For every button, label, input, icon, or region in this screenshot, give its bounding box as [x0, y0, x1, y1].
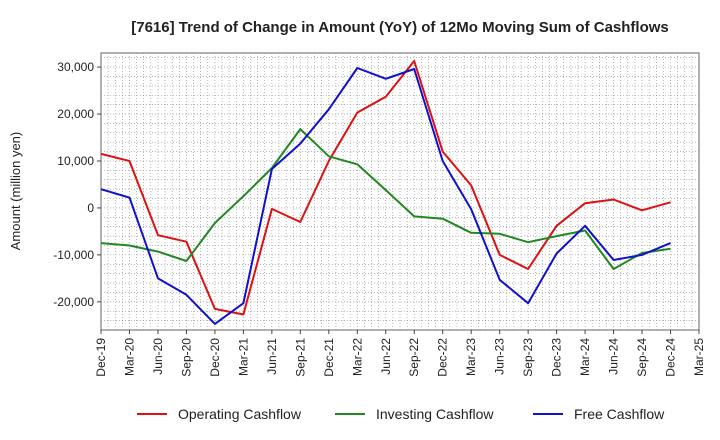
- y-tick-label: 0: [87, 201, 94, 215]
- y-axis: -20,000 -10,000 0 10,000 20,000 30,000: [53, 60, 101, 309]
- x-tick-label: Mar-23: [464, 338, 478, 376]
- y-tick-label: 20,000: [57, 107, 94, 121]
- free-cashflow-line: [100, 67, 671, 325]
- x-axis: Dec-19 Mar-20 Jun-20 Sep-20 Dec-20 Mar-21 Jun-…: [94, 330, 706, 377]
- x-tick-label: Mar-24: [578, 338, 592, 376]
- x-tick-label: Dec-22: [436, 338, 450, 377]
- y-axis-label: Amount (million yen): [8, 132, 23, 251]
- x-tick-label: Mar-22: [350, 338, 364, 376]
- legend-label-operating-cashflow: Operating Cashflow: [178, 406, 302, 422]
- series-lines: [100, 60, 671, 325]
- x-tick-label: Dec-23: [550, 338, 564, 377]
- x-tick-label: Mar-25: [692, 338, 706, 376]
- legend-label-investing-cashflow: Investing Cashflow: [376, 406, 494, 422]
- y-tick-label: 30,000: [57, 60, 94, 74]
- x-tick-label: Dec-21: [322, 338, 336, 377]
- x-tick-label: Dec-24: [664, 338, 678, 377]
- x-tick-label: Sep-22: [407, 338, 421, 377]
- x-tick-label: Sep-20: [179, 338, 193, 377]
- legend: Operating Cashflow Investing Cashflow Free…: [137, 406, 665, 422]
- chart-title: [7616] Trend of Change in Amount (YoY) o…: [131, 19, 669, 36]
- x-tick-label: Sep-24: [635, 338, 649, 377]
- x-tick-label: Mar-20: [122, 338, 136, 376]
- grid: [101, 53, 699, 330]
- x-tick-label: Sep-23: [521, 338, 535, 377]
- x-tick-label: Jun-23: [493, 338, 507, 375]
- x-tick-label: Mar-21: [236, 338, 250, 376]
- x-tick-label: Dec-19: [94, 338, 108, 377]
- x-tick-label: Dec-20: [208, 338, 222, 377]
- operating-cashflow-line: [100, 60, 671, 316]
- y-tick-label: -20,000: [53, 295, 94, 309]
- x-tick-label: Jun-22: [379, 338, 393, 375]
- x-tick-label: Sep-21: [293, 338, 307, 377]
- x-tick-label: Jun-20: [151, 338, 165, 375]
- y-tick-label: 10,000: [57, 154, 94, 168]
- y-tick-label: -10,000: [53, 248, 94, 262]
- x-tick-label: Jun-21: [265, 338, 279, 375]
- x-tick-label: Jun-24: [607, 338, 621, 375]
- investing-cashflow-line: [100, 128, 671, 270]
- legend-label-free-cashflow: Free Cashflow: [574, 406, 665, 422]
